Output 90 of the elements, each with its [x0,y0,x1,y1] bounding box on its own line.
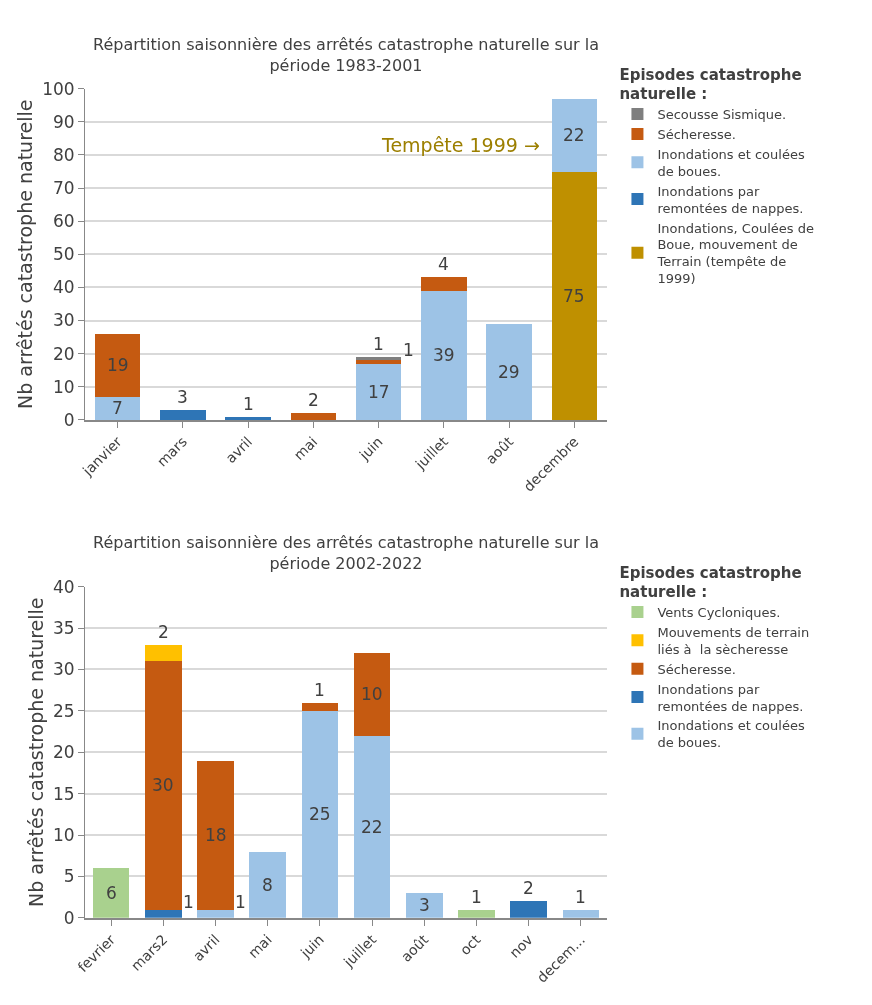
y-tick-label: 5 [63,866,75,887]
data-label: 3 [419,895,430,915]
legend-label: Sécheresse. [657,127,736,143]
bar [406,892,443,918]
bar [301,702,339,711]
y-tick-label: 60 [52,211,75,232]
bar [510,901,547,918]
data-label: 3 [177,387,188,407]
bar [92,868,130,918]
legend-title: Episodes catastrophe naturelle : [619,65,802,104]
bar [355,360,402,364]
data-label: 29 [498,362,520,382]
data-label: 4 [438,254,449,274]
y-tick-label: 10 [52,824,75,845]
bar [225,416,271,420]
y-tick-label: 15 [52,783,75,804]
y-tick-label: 40 [52,576,75,597]
data-label: 1 [235,892,246,912]
y-axis-title: Nb arrêtés catastrophe naturelle [24,597,47,907]
data-label: 10 [361,684,383,704]
data-label: 17 [368,382,390,402]
bar [355,363,402,420]
bar [486,323,532,420]
x-tick-label: nov [506,931,536,961]
data-label: 30 [152,775,174,795]
bar [290,413,337,420]
legend-label: Inondations, Coulées de Boue, mouvement de Terrain (tempête de 1999) [656,220,814,287]
legend-title: Episodes catastrophe naturelle : [619,563,802,602]
y-tick-label: 20 [52,343,75,364]
y-tick-label: 30 [52,310,75,331]
y-tick-label: 30 [52,659,75,680]
data-label: 1 [471,887,482,907]
y-tick-label: 0 [63,409,75,430]
bar [421,290,467,420]
legend-label: Inondations par remontées de nappes. [657,183,804,216]
legend-label: Vents Cycloniques. [657,605,781,621]
legend-label: Sécheresse. [657,661,736,677]
y-tick-label: 90 [52,111,75,132]
annotation: Tempête 1999 → [381,134,540,156]
legend-label: Inondations et coulées de boues. [657,146,805,179]
bar [94,396,141,420]
chart-title: Répartition saisonnière des arrêtés catastrophe naturelle sur la période 1983-2001 [93,35,599,75]
bar [353,735,391,918]
legend-label: Inondations par remontées de nappes. [657,681,804,714]
data-label: 1 [575,887,586,907]
data-label: 2 [308,390,319,410]
data-label: 2 [158,622,169,642]
bar [551,98,598,172]
data-label: 6 [106,883,117,903]
bar [160,409,206,420]
legend-label: Mouvements de terrain liés à la sècheresse [657,624,810,657]
data-label: 25 [309,804,331,824]
data-label: 1 [403,340,414,360]
y-tick-label: 100 [42,78,75,99]
bar [145,644,182,662]
data-label: 39 [433,345,455,365]
y-tick-label: 80 [52,144,75,165]
bar [421,277,467,291]
y-tick-label: 20 [52,742,75,763]
y-tick-label: 10 [52,376,75,397]
bar [197,760,234,910]
y-tick-label: 0 [63,907,75,928]
bar [551,171,598,420]
data-label: 22 [361,817,383,837]
data-label: 2 [523,878,534,898]
chart-title: Répartition saisonnière des arrêtés catastrophe naturelle sur la période 2002-2022 [93,533,599,573]
data-label: 7 [112,398,123,418]
bar [249,851,286,918]
data-label: 8 [262,875,273,895]
y-tick-label: 40 [52,277,75,298]
y-tick-label: 35 [52,618,75,638]
y-axis-title: Nb arrêtés catastrophe naturelle [14,99,36,410]
bar [301,710,339,918]
data-label: 75 [563,286,585,306]
bar [94,333,141,397]
data-label: 1 [243,394,254,414]
data-label: 19 [107,355,129,375]
y-tick-label: 25 [52,700,75,721]
y-tick-label: 50 [52,244,75,265]
data-label: 1 [183,892,194,912]
x-tick-label: oct [456,931,484,959]
data-label: 1 [373,334,384,354]
data-label: 1 [314,680,325,700]
bar [145,661,182,910]
bar [353,652,391,736]
legend-label: Inondations et coulées de boues. [657,718,805,751]
data-label: 22 [563,125,585,145]
legend-label: Secousse Sismique. [657,107,787,123]
data-label: 18 [205,825,227,845]
y-tick-label: 70 [52,178,75,199]
